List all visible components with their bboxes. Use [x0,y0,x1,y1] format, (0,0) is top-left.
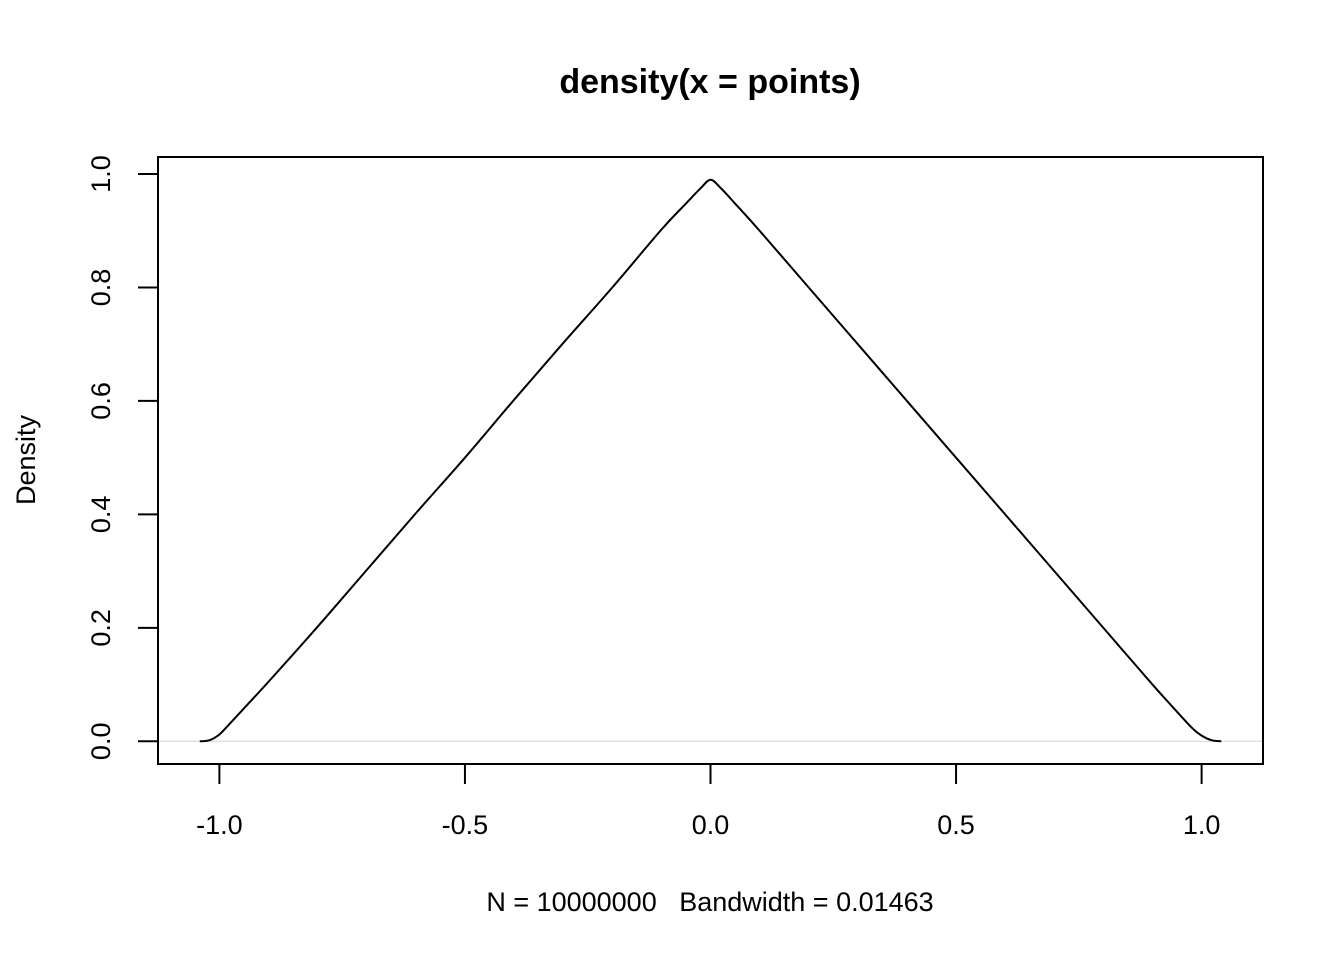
x-axis-label: N = 10000000 Bandwidth = 0.01463 [486,887,933,917]
y-axis: 0.0 0.2 0.4 0.6 0.8 1.0 [86,155,158,760]
y-axis-label: Density [11,414,41,505]
y-tick-label: 0.6 [86,382,116,420]
y-tick-label: 0.0 [86,723,116,761]
x-tick-label: -1.0 [196,810,243,840]
y-tick-label: 0.4 [86,496,116,534]
x-tick-label: 0.5 [937,810,975,840]
plot-frame [157,156,1264,765]
chart-title: density(x = points) [559,63,860,101]
y-tick-label: 0.2 [86,609,116,647]
x-tick-label: 0.0 [692,810,730,840]
x-tick-label: 1.0 [1183,810,1221,840]
x-axis: -1.0 -0.5 0.0 0.5 1.0 [196,764,1220,840]
y-tick-label: 0.8 [86,269,116,307]
x-tick-label: -0.5 [442,810,489,840]
density-curve [199,178,1222,743]
y-tick-label: 1.0 [86,155,116,193]
